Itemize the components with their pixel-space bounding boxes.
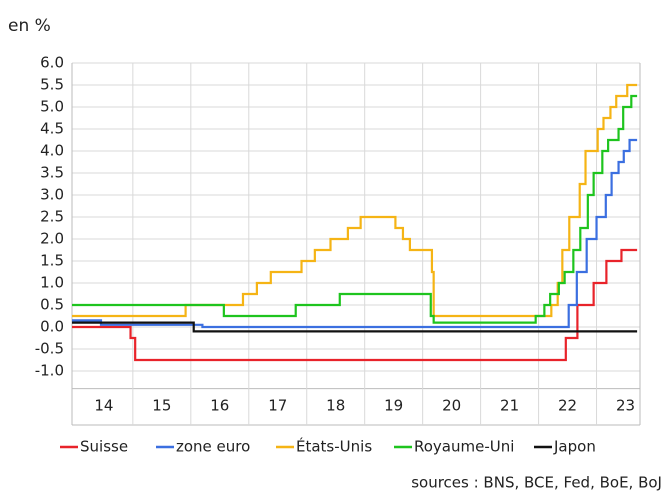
source-note: sources : BNS, BCE, Fed, BoE, BoJ [411,474,662,492]
legend-label: zone euro [176,438,250,456]
y-tick-label: 1.0 [40,274,64,292]
legend-label: Royaume-Uni [414,438,514,456]
y-tick-label: 4.0 [40,142,64,160]
legend-label: Japon [553,438,596,456]
y-tick-label: 0.0 [40,318,64,336]
series-line [72,83,638,318]
x-tick-label: 20 [442,397,461,415]
y-tick-label: 4.5 [40,120,64,138]
legend-label: États-Unis [296,437,372,456]
x-tick-label: 15 [152,397,171,415]
y-tick-label: 3.5 [40,164,64,182]
y-tick-label: 6.0 [40,54,64,72]
y-tick-label: 2.5 [40,208,64,226]
x-tick-label: 18 [326,397,345,415]
legend-label: Suisse [80,438,128,456]
y-tick-label: 3.0 [40,186,64,204]
x-tick-label: 14 [94,397,113,415]
y-tick-label: 5.0 [40,98,64,116]
x-tick-label: 19 [384,397,403,415]
y-tick-label: -0.5 [35,340,64,358]
y-tick-label: 2.0 [40,230,64,248]
series-line [72,138,638,329]
y-tick-label: -1.0 [35,362,64,380]
series-line [72,321,638,333]
x-tick-label: 22 [558,397,577,415]
y-tick-label: 0.5 [40,296,64,314]
x-tick-label: 17 [268,397,287,415]
x-tick-label: 16 [210,397,229,415]
y-tick-label: 1.5 [40,252,64,270]
x-tick-label: 23 [616,397,635,415]
series-line [72,248,638,362]
x-tick-label: 21 [500,397,519,415]
unit-label: en % [8,16,51,36]
series-line [72,94,638,324]
y-tick-label: 5.5 [40,76,64,94]
